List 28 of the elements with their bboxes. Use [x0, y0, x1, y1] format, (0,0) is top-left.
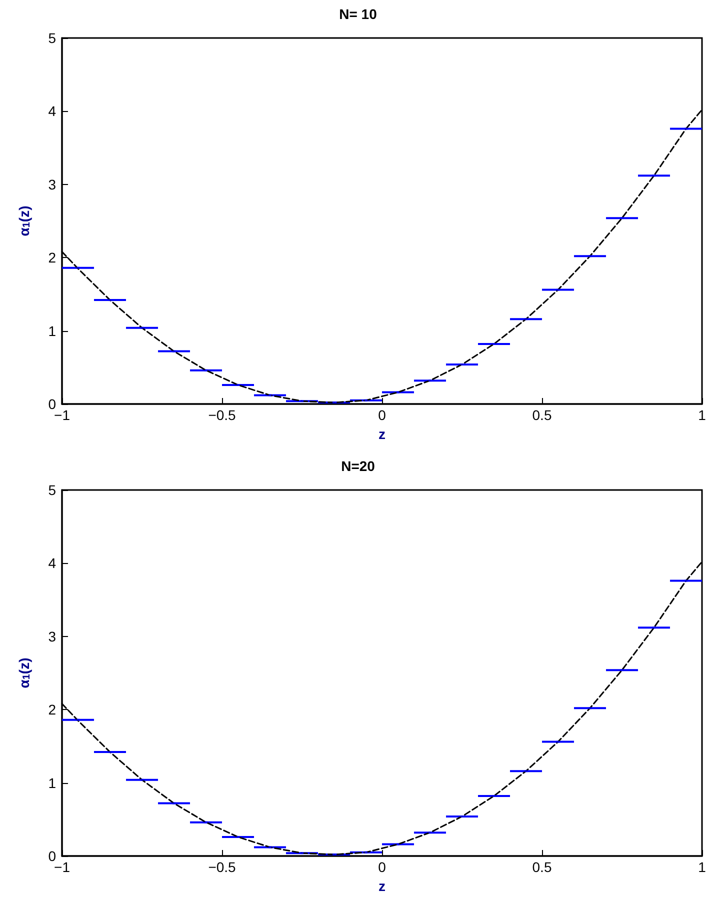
- x-tick-label: −0.5: [208, 859, 236, 875]
- x-tick-label: 0.5: [532, 407, 552, 423]
- x-axis-title: z: [378, 878, 386, 894]
- x-tick-label: 0: [378, 859, 386, 875]
- y-tick-label: 2: [48, 250, 56, 266]
- x-tick-label: 0: [378, 407, 386, 423]
- x-tick-label: −1: [54, 859, 70, 875]
- y-axis-title: α1(z): [16, 206, 32, 236]
- y-tick-label: 3: [48, 628, 56, 644]
- y-tick-label: 5: [48, 30, 56, 46]
- y-tick-label: 2: [48, 702, 56, 718]
- y-tick-label: 4: [48, 103, 56, 120]
- y-tick-label: 4: [48, 555, 56, 572]
- y-tick-label: 5: [48, 482, 56, 498]
- y-tick-label: 1: [48, 774, 56, 791]
- x-tick-label: −0.5: [208, 407, 236, 423]
- y-tick-label: 3: [48, 176, 56, 192]
- chart-title: N= 10: [339, 6, 378, 22]
- x-tick-label: 1: [698, 859, 706, 875]
- y-axis-title: α1(z): [16, 658, 32, 688]
- x-axis-title: z: [378, 426, 386, 442]
- y-tick-label: 0: [48, 848, 56, 864]
- y-tick-label: 1: [48, 322, 56, 339]
- x-tick-label: 0.5: [532, 859, 552, 875]
- y-tick-label: 0: [48, 396, 56, 412]
- x-tick-label: −1: [54, 407, 70, 423]
- x-tick-label: 1: [698, 407, 706, 423]
- chart-title: N=20: [341, 458, 376, 474]
